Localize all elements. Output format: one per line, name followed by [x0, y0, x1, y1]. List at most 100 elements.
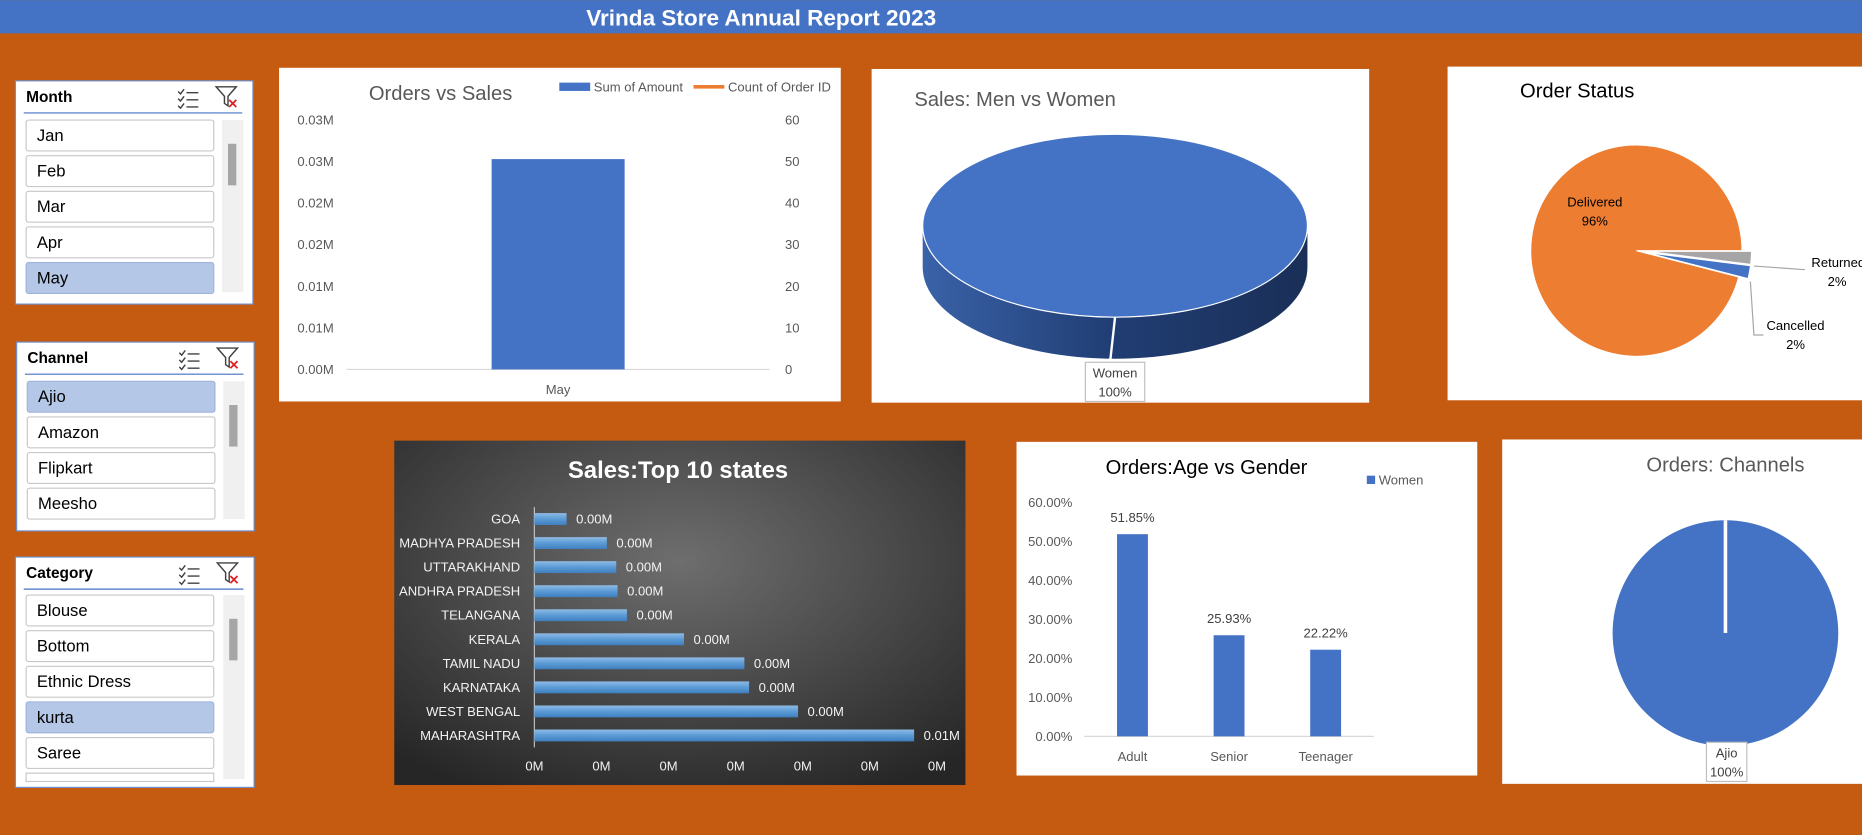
data-label: 0.00M [576, 512, 612, 527]
header-bar [0, 0, 1862, 34]
slicer-item[interactable] [25, 119, 215, 152]
data-label: 0.01M [924, 728, 960, 743]
slicer-item[interactable] [25, 701, 215, 734]
chart-title: Orders:Age vs Gender [1106, 457, 1308, 479]
x-tick-label: 0M [727, 759, 745, 774]
y-tick-label: 0.00M [297, 362, 333, 377]
y-tick-label: 60.00% [1028, 495, 1073, 510]
slicer-item[interactable] [25, 155, 215, 188]
slicer-item-label: May [37, 268, 69, 287]
slicer-item-label: Blouse [37, 601, 88, 620]
slice-value: 100% [1098, 384, 1132, 399]
y2-tick-label: 50 [785, 154, 800, 169]
slicer-item-label: Mar [37, 197, 66, 216]
pie-slice [922, 133, 1309, 318]
bar [534, 513, 567, 525]
multi-select-button[interactable] [178, 564, 200, 586]
y2-tick-label: 40 [785, 196, 800, 211]
chart-panel [1016, 441, 1478, 776]
pie-slice [1530, 144, 1743, 357]
page-title: Vrinda Store Annual Report 2023 [586, 5, 936, 30]
clear-filter-button[interactable] [215, 562, 240, 584]
y-tick-label: MADHYA PRADESH [399, 536, 520, 551]
icon [178, 349, 200, 371]
slicer-item[interactable] [25, 226, 215, 259]
pie-side [922, 225, 1308, 359]
slicer-item-label: Bottom [37, 637, 90, 656]
y-tick-label: 50.00% [1028, 534, 1073, 549]
bar [1310, 649, 1342, 737]
y2-tick-label: 30 [785, 237, 800, 252]
multi-select-button[interactable] [177, 88, 199, 110]
slicer-item[interactable] [26, 451, 216, 484]
leader-line [1753, 265, 1806, 271]
y-tick-label: 0.03M [297, 113, 333, 128]
slicer-item[interactable] [25, 736, 215, 769]
slicer-item[interactable] [25, 772, 215, 783]
icon [229, 575, 239, 584]
x-tick-label: 0M [592, 759, 610, 774]
clear-filter-button[interactable] [214, 86, 238, 108]
slicer-item[interactable] [26, 416, 216, 449]
data-label: 25.93% [1207, 611, 1252, 626]
legend-swatch [1366, 475, 1376, 484]
y-tick-label: KARNATAKA [443, 680, 520, 695]
bar [534, 681, 750, 694]
y2-tick-label: 20 [785, 279, 800, 294]
slicer-title: Category [26, 565, 93, 582]
y-tick-label: KERALA [469, 632, 521, 647]
slicer-item[interactable] [25, 594, 215, 627]
leader-line [1749, 281, 1764, 336]
bar [1117, 534, 1148, 737]
y-tick-label: 20.00% [1028, 651, 1073, 666]
slicer-item[interactable] [25, 190, 215, 223]
chart-panel [394, 440, 966, 786]
bar [534, 657, 745, 670]
multi-select-button[interactable] [178, 349, 200, 371]
y-tick-label: 0.01M [297, 320, 333, 335]
y-tick-label: MAHARASHTRA [420, 728, 520, 743]
bar [534, 609, 627, 622]
icon [214, 86, 238, 108]
scrollbar-thumb[interactable] [229, 618, 238, 661]
bar [534, 705, 799, 718]
scrollbar-thumb[interactable] [228, 143, 237, 186]
slice-label: Women [1093, 365, 1138, 380]
slicer-item[interactable] [26, 487, 216, 520]
icon [215, 347, 240, 369]
data-label: 0.00M [693, 632, 729, 647]
bar [534, 729, 915, 742]
bar [534, 633, 684, 646]
slicer-item[interactable] [26, 380, 216, 413]
slicer-item-label: Ajio [38, 387, 66, 406]
y-tick-label: 0.02M [297, 196, 333, 211]
slicer-item[interactable] [25, 630, 215, 663]
legend-label: Women [1379, 472, 1424, 487]
y-tick-label: 0.03M [297, 154, 333, 169]
icon [178, 564, 200, 586]
y-tick-label: 0.00% [1035, 729, 1072, 744]
icon [177, 88, 199, 110]
slice-label: Cancelled [1766, 318, 1824, 333]
y-tick-label: UTTARAKHAND [423, 560, 520, 575]
data-label: 0.00M [626, 560, 662, 575]
scrollbar [223, 595, 245, 780]
bar [534, 585, 618, 598]
slicer-item-label: Apr [37, 233, 63, 252]
slicer-item[interactable] [25, 261, 215, 294]
data-label: 0.00M [754, 656, 790, 671]
icon [228, 99, 237, 108]
x-tick-label: Senior [1210, 749, 1248, 764]
label-box [1705, 741, 1748, 783]
y-tick-label: 10.00% [1028, 690, 1073, 705]
scrollbar [222, 120, 244, 293]
data-label: 0.00M [627, 584, 663, 599]
data-label: 22.22% [1304, 626, 1349, 641]
slicer-item-label: Feb [37, 162, 66, 181]
clear-filter-button[interactable] [215, 347, 240, 369]
scrollbar-thumb[interactable] [229, 405, 238, 447]
slicer-item[interactable] [25, 665, 215, 698]
slice-value: 2% [1786, 337, 1805, 352]
slice-label: Ajio [1716, 745, 1738, 760]
y2-tick-label: 0 [785, 362, 792, 377]
